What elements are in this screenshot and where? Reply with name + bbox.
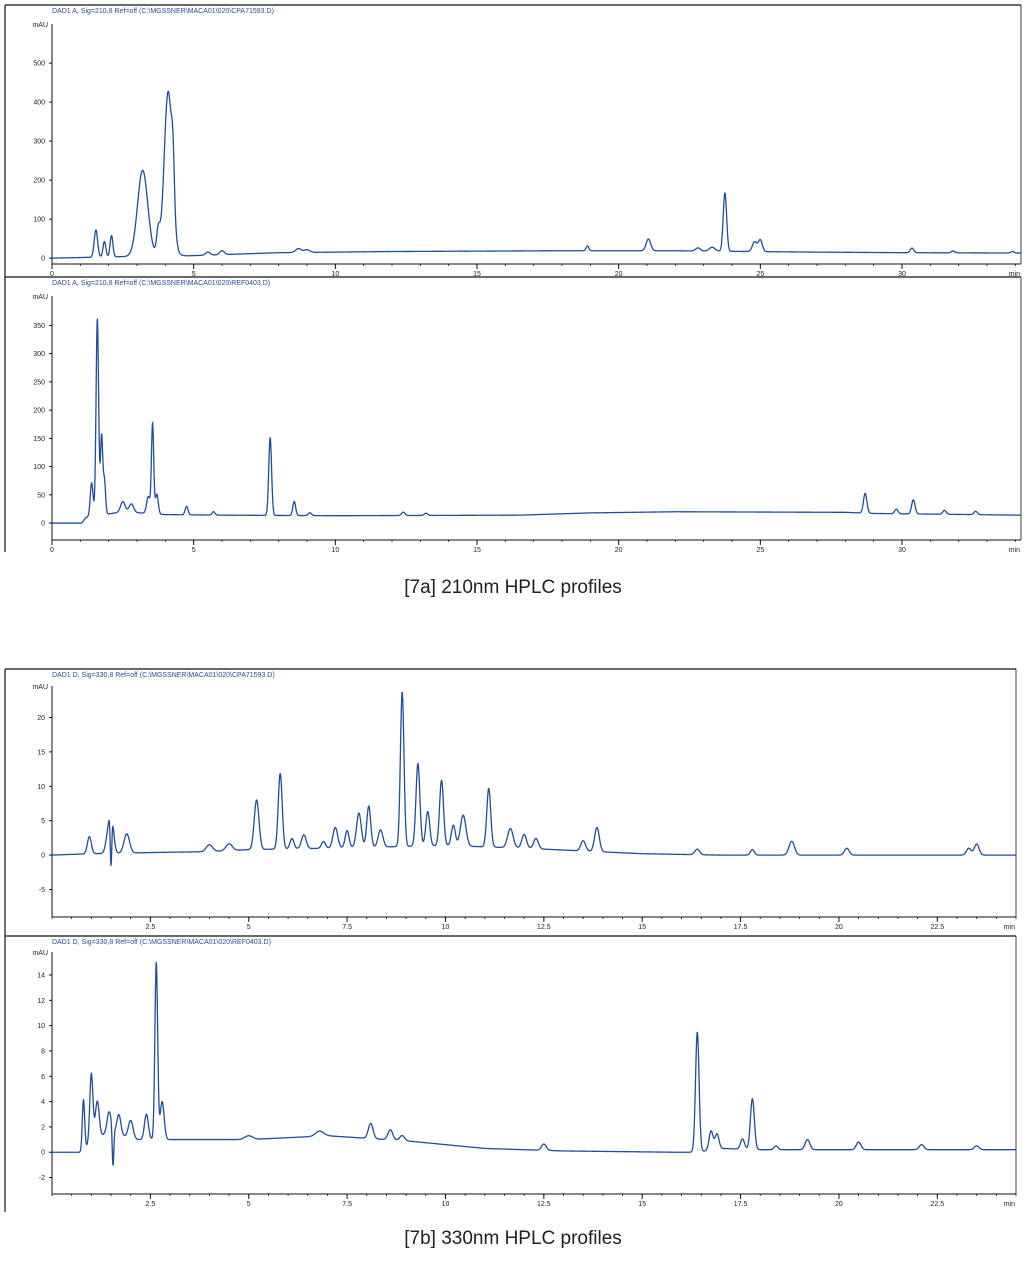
x-tick-label: 15 (638, 1201, 646, 1208)
y-tick-label: 20 (37, 715, 45, 722)
x-tick-label: 20 (835, 924, 843, 931)
y-tick-label: 5 (41, 818, 45, 825)
x-tick-label: 10 (442, 1201, 450, 1208)
y-tick-label: 8 (41, 1048, 45, 1055)
y-tick-label: 350 (33, 323, 45, 330)
chromatogram-panel-2: DAD1 A, Sig=210,8 Ref=off (C:\MGSSNER\MA… (4, 276, 1022, 552)
y-tick-label: 100 (33, 464, 45, 471)
y-tick-label: 4 (41, 1099, 45, 1106)
chromatogram-trace (51, 90, 1022, 259)
x-tick-label: 5 (247, 924, 251, 931)
y-axis-unit: mAU (32, 684, 48, 691)
x-tick-label: 7.5 (342, 924, 352, 931)
y-tick-label: 0 (41, 1150, 45, 1157)
y-tick-label: 0 (41, 256, 45, 263)
y-tick-label: 15 (37, 749, 45, 756)
x-tick-label: 22.5 (930, 1201, 944, 1208)
chromatogram-panel-4: DAD1 D, Sig=330,8 Ref=off (C:\MGSSNER\MA… (4, 935, 1017, 1212)
x-tick-label: 22.5 (930, 924, 944, 931)
x-tick-label: 7.5 (342, 1201, 352, 1208)
chromatogram-trace (51, 961, 1017, 1166)
y-tick-label: -5 (39, 887, 45, 894)
y-tick-label: 10 (37, 784, 45, 791)
x-tick-label: 15 (473, 271, 481, 278)
y-tick-label: 500 (33, 61, 45, 68)
y-tick-label: 150 (33, 436, 45, 443)
x-tick-label: 10 (442, 924, 450, 931)
y-tick-label: 250 (33, 379, 45, 386)
y-tick-label: 200 (33, 408, 45, 415)
x-tick-label: 15 (473, 547, 481, 552)
chromatogram-panel-3: DAD1 D, Sig=330,8 Ref=off (C:\MGSSNER\MA… (4, 668, 1017, 936)
chromatogram-trace (51, 318, 1022, 524)
y-tick-label: 200 (33, 178, 45, 185)
x-tick-label: 25 (756, 271, 764, 278)
x-tick-label: 5 (192, 547, 196, 552)
y-axis-unit: mAU (32, 22, 48, 29)
x-tick-label: 2.5 (146, 924, 156, 931)
panel-header: DAD1 A, Sig=210,8 Ref=off (C:\MGSSNER\MA… (52, 8, 274, 15)
y-tick-label: 100 (33, 217, 45, 224)
figure-7a-210nm: DAD1 A, Sig=210,8 Ref=off (C:\MGSSNER\MA… (4, 4, 1022, 552)
x-tick-label: 10 (331, 547, 339, 552)
x-tick-label: 12.5 (537, 924, 551, 931)
x-tick-label: 5 (247, 1201, 251, 1208)
x-axis-unit: min (1009, 271, 1020, 278)
x-tick-label: 5 (192, 271, 196, 278)
y-tick-label: 400 (33, 100, 45, 107)
x-tick-label: 17.5 (734, 924, 748, 931)
y-tick-label: 300 (33, 351, 45, 358)
y-tick-label: 2 (41, 1124, 45, 1131)
figure-7b-330nm: DAD1 D, Sig=330,8 Ref=off (C:\MGSSNER\MA… (4, 668, 1017, 1212)
x-tick-label: 25 (756, 547, 764, 552)
panel-header: DAD1 D, Sig=330,8 Ref=off (C:\MGSSNER\MA… (52, 672, 275, 679)
x-tick-label: 10 (331, 271, 339, 278)
x-tick-label: 17.5 (734, 1201, 748, 1208)
x-tick-label: 20 (835, 1201, 843, 1208)
y-tick-label: 12 (37, 998, 45, 1005)
y-tick-label: 0 (41, 853, 45, 860)
caption-7b: [7b] 330nm HPLC profiles (404, 1228, 622, 1249)
x-tick-label: 20 (615, 271, 623, 278)
y-axis-unit: mAU (32, 950, 48, 957)
y-tick-label: 50 (37, 492, 45, 499)
x-tick-label: 12.5 (537, 1201, 551, 1208)
x-tick-label: 0 (50, 547, 54, 552)
panel-header: DAD1 A, Sig=210,8 Ref=off (C:\MGSSNER\MA… (52, 280, 270, 287)
x-axis-unit: min (1004, 924, 1015, 931)
x-tick-label: 0 (50, 271, 54, 278)
chromatogram-panel-1: DAD1 A, Sig=210,8 Ref=off (C:\MGSSNER\MA… (4, 4, 1022, 278)
panel-header: DAD1 D, Sig=330,8 Ref=off (C:\MGSSNER\MA… (52, 939, 271, 946)
x-axis-unit: min (1009, 547, 1020, 552)
x-tick-label: 30 (898, 271, 906, 278)
x-tick-label: 20 (615, 547, 623, 552)
y-tick-label: -2 (39, 1175, 45, 1182)
y-tick-label: 10 (37, 1023, 45, 1030)
y-tick-label: 0 (41, 521, 45, 528)
chromatogram-trace (51, 691, 1017, 867)
y-axis-unit: mAU (32, 294, 48, 301)
y-tick-label: 300 (33, 139, 45, 146)
x-tick-label: 15 (638, 924, 646, 931)
x-tick-label: 2.5 (146, 1201, 156, 1208)
y-tick-label: 14 (37, 972, 45, 979)
x-axis-unit: min (1004, 1201, 1015, 1208)
y-tick-label: 6 (41, 1074, 45, 1081)
x-tick-label: 30 (898, 547, 906, 552)
caption-7a: [7a] 210nm HPLC profiles (404, 577, 622, 598)
